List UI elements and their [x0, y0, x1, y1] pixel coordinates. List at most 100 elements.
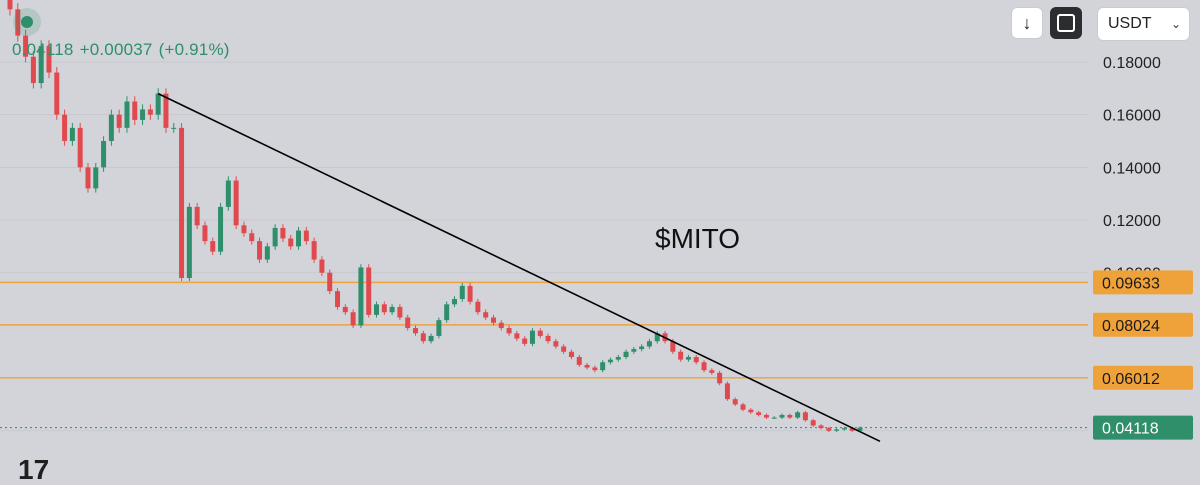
candle-body	[623, 351, 629, 358]
candle-body	[490, 317, 496, 323]
candle-body	[132, 101, 138, 120]
candle-body	[678, 351, 684, 360]
candle-body	[264, 246, 270, 260]
candle-body	[467, 285, 473, 302]
fit-screen-button[interactable]	[1050, 7, 1082, 39]
tradingview-logo: 17	[18, 454, 50, 485]
candle-body	[186, 206, 192, 278]
y-tick-label: 0.18000	[1103, 55, 1161, 72]
candle-body	[288, 238, 294, 247]
candle-body	[23, 35, 29, 57]
candle-body	[147, 109, 153, 115]
level-label: 0.06012	[1102, 371, 1160, 388]
candle-body	[553, 341, 559, 347]
y-tick-label: 0.14000	[1103, 160, 1161, 177]
candle-body	[514, 333, 520, 339]
candle-body	[249, 233, 255, 242]
candle-body	[787, 414, 793, 418]
candle-body	[756, 412, 762, 415]
candle-body	[779, 414, 785, 418]
candle-body	[709, 370, 715, 373]
candle-body	[498, 322, 504, 329]
candle-body	[857, 427, 863, 431]
candle-body	[670, 341, 676, 352]
candle-body	[451, 299, 457, 305]
candle-body	[522, 338, 528, 344]
candle-body	[654, 333, 660, 342]
candle-body	[202, 225, 208, 242]
candle-body	[428, 335, 434, 342]
candle-body	[77, 127, 83, 168]
candle-body	[639, 346, 645, 350]
candle-body	[818, 425, 824, 429]
last-price-label-bg	[1093, 415, 1193, 440]
candle-body	[358, 267, 364, 326]
candle-body	[771, 417, 777, 419]
candle-body	[210, 241, 216, 252]
candle-body	[335, 291, 341, 307]
candle-body	[592, 367, 598, 371]
candle-body	[225, 180, 231, 207]
candle-body	[849, 428, 855, 431]
candle-body	[108, 114, 114, 142]
candle-body	[327, 272, 333, 292]
legend-change-pct: (+0.91%)	[158, 40, 230, 59]
candle-body	[724, 383, 730, 400]
y-tick-label: 0.16000	[1103, 108, 1161, 125]
candle-body	[179, 127, 185, 278]
candle-body	[701, 362, 707, 371]
candle-body	[631, 349, 637, 352]
level-label-bg	[1093, 365, 1193, 390]
candle-body	[101, 141, 107, 168]
candle-body	[420, 333, 426, 342]
candle-body	[545, 335, 551, 342]
price-legend: 0.04118 +0.00037 (+0.91%)	[12, 40, 236, 60]
chevron-down-icon: ⌄	[1170, 17, 1181, 31]
candle-body	[171, 127, 177, 129]
grid-lines	[0, 61, 1088, 432]
currency-value: USDT	[1108, 15, 1152, 32]
price-chart[interactable]: 0.180000.160000.140000.120000.100000.080…	[0, 0, 1200, 473]
fit-screen-icon	[1057, 14, 1075, 32]
candle-body	[7, 0, 13, 10]
legend-price: 0.04118	[12, 40, 74, 59]
candle-body	[537, 330, 543, 336]
currency-select[interactable]: USDT ⌄	[1097, 7, 1190, 41]
candle-body	[685, 357, 691, 360]
level-label-bg	[1093, 312, 1193, 337]
candle-body	[241, 225, 247, 234]
price-axis[interactable]: 0.180000.160000.140000.120000.100000.080…	[1093, 55, 1193, 473]
candle-body	[615, 357, 621, 360]
candle-body	[85, 167, 91, 189]
scroll-to-latest-button[interactable]: ↓	[1011, 7, 1043, 39]
level-label: 0.09633	[1102, 275, 1160, 292]
candle-body	[436, 320, 442, 336]
candle-body	[374, 304, 380, 315]
candle-body	[280, 227, 286, 239]
trendline[interactable]	[157, 92, 881, 443]
candle-body	[163, 93, 169, 128]
candle-body	[46, 46, 52, 73]
candle-body	[272, 227, 278, 247]
candle-body	[607, 359, 613, 363]
candle-body	[62, 114, 68, 142]
candle-body	[15, 9, 21, 36]
candle-body	[218, 206, 224, 252]
candle-body	[810, 420, 816, 426]
candle-body	[802, 412, 808, 421]
candle-body	[350, 312, 356, 326]
candle-body	[30, 56, 36, 84]
candle-body	[740, 404, 746, 410]
candle-body	[303, 230, 309, 242]
candle-body	[732, 399, 738, 405]
candlestick-series	[7, 0, 863, 433]
candle-body	[475, 301, 481, 313]
candle-body	[413, 328, 419, 334]
candle-body	[311, 241, 317, 260]
candle-body	[444, 304, 450, 321]
trendline-line	[157, 92, 881, 443]
candle-body	[381, 304, 387, 313]
candle-body	[841, 428, 847, 430]
candle-body	[483, 312, 489, 318]
candle-body	[342, 306, 348, 313]
